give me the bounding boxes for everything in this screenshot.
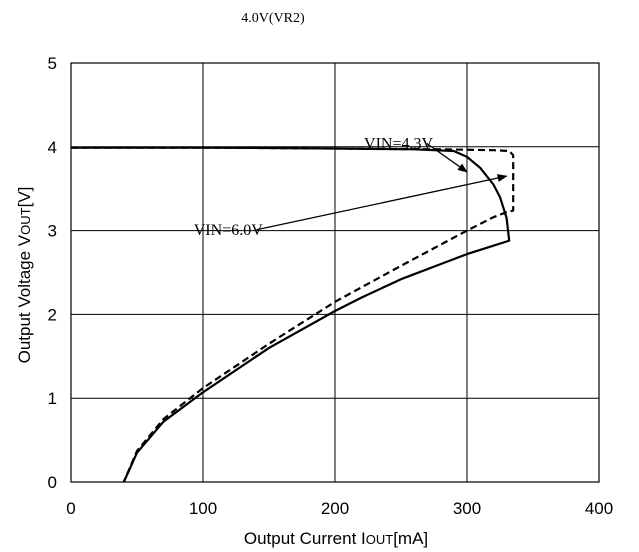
y-tick-label: 5: [48, 54, 57, 73]
y-tick-label: 4: [48, 138, 57, 157]
x-tick-label: 0: [66, 499, 75, 518]
chart-title: 4.0V(VR2): [241, 11, 305, 26]
x-tick-label: 200: [321, 499, 349, 518]
series-line-vin-6-0v: [71, 146, 515, 483]
y-axis-ticks: 0 1 2 3 4 5: [48, 54, 57, 492]
annotation-label: VIN=6.0V: [194, 222, 263, 239]
x-axis-ticks: 0 100 200 300 400: [66, 499, 613, 518]
y-tick-label: 0: [48, 473, 57, 492]
y-tick-label: 2: [48, 305, 57, 324]
y-tick-label: 3: [48, 222, 57, 241]
x-tick-label: 300: [453, 499, 481, 518]
plot-frame: [70, 62, 600, 483]
y-tick-label: 1: [48, 389, 57, 408]
x-tick-label: 100: [189, 499, 217, 518]
annotation-arrow: [426, 142, 468, 173]
annotation-arrow: [256, 174, 508, 231]
y-axis-label: Output Voltage VOUT[V]: [15, 187, 34, 364]
grid: [71, 63, 599, 482]
series-line-vin-4-3v: [71, 146, 511, 483]
x-axis-label: Output Current IOUT[mA]: [244, 529, 428, 548]
annotation-layer: VIN=4.3V VIN=6.0V: [194, 135, 508, 239]
x-tick-label: 400: [585, 499, 613, 518]
annotation-label: VIN=4.3V: [364, 135, 433, 152]
series-layer: [71, 146, 515, 483]
